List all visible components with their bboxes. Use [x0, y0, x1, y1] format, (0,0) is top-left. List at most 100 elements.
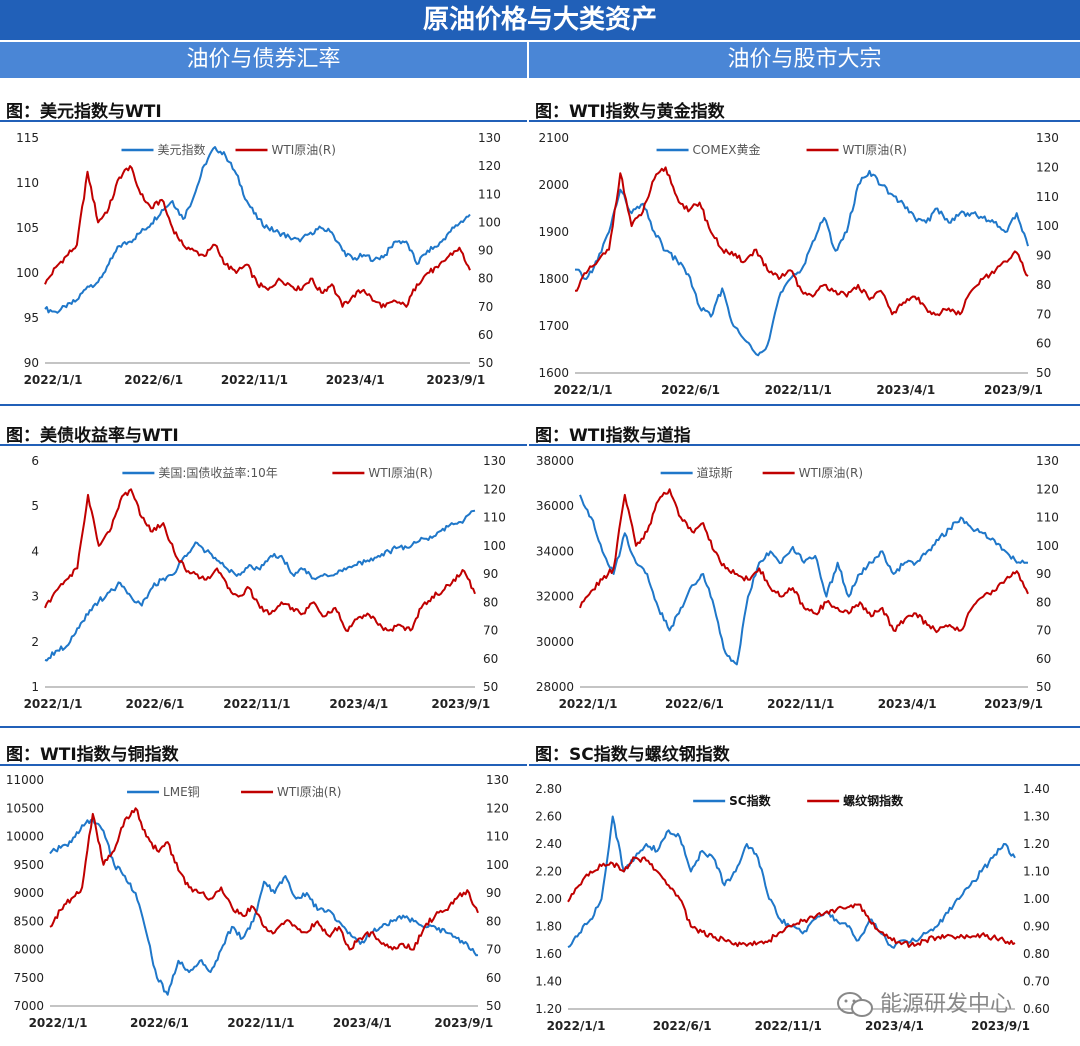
y-tick-label: 36000	[536, 499, 574, 513]
series-line	[567, 815, 1016, 949]
y-tick-label: 38000	[536, 454, 574, 468]
panel-divider	[529, 444, 1080, 446]
y-tick-label: 5	[31, 499, 39, 513]
x-tick-label: 2023/4/1	[326, 373, 385, 387]
y-tick-label: 8000	[13, 943, 44, 957]
y2-tick-label: 80	[483, 595, 498, 609]
x-tick-label: 2022/6/1	[124, 373, 183, 387]
panel-divider	[0, 120, 527, 122]
y2-tick-label: 50	[478, 356, 493, 370]
y2-tick-label: 80	[1036, 278, 1051, 292]
y-tick-label: 7500	[13, 971, 44, 985]
y2-tick-label: 130	[486, 773, 509, 787]
x-tick-label: 2023/9/1	[434, 1016, 493, 1030]
x-tick-label: 2022/1/1	[559, 697, 618, 711]
x-tick-label: 2022/11/1	[223, 697, 290, 711]
y-tick-label: 1900	[538, 225, 569, 239]
y2-tick-label: 50	[1036, 366, 1051, 380]
y2-tick-label: 0.80	[1023, 947, 1050, 961]
y2-tick-label: 120	[486, 801, 509, 815]
page-title: 原油价格与大类资产	[0, 0, 1080, 40]
x-tick-label: 2023/4/1	[878, 697, 937, 711]
chart-title-3: 图：美债收益率与WTI	[6, 426, 179, 446]
y-tick-label: 2.40	[535, 837, 562, 851]
x-tick-label: 2022/1/1	[24, 697, 83, 711]
y2-tick-label: 0.60	[1023, 1002, 1050, 1016]
y2-tick-label: 1.10	[1023, 865, 1050, 879]
legend-label: 螺纹钢指数	[843, 793, 904, 808]
y-tick-label: 3	[31, 590, 39, 604]
x-tick-label: 2022/6/1	[665, 697, 724, 711]
series-line	[567, 856, 1016, 948]
y-tick-label: 2	[31, 635, 39, 649]
chart-title-6: 图：SC指数与螺纹钢指数	[535, 745, 730, 765]
y2-tick-label: 110	[1036, 190, 1059, 204]
y-tick-label: 2.00	[535, 892, 562, 906]
y-tick-label: 1.40	[535, 975, 562, 989]
y-tick-label: 2100	[538, 131, 569, 145]
x-tick-label: 2022/11/1	[221, 373, 288, 387]
y-tick-label: 30000	[536, 635, 574, 649]
y2-tick-label: 70	[478, 300, 493, 314]
y2-tick-label: 70	[483, 624, 498, 638]
y-tick-label: 110	[16, 176, 39, 190]
y2-tick-label: 0.90	[1023, 920, 1050, 934]
y2-tick-label: 60	[1036, 337, 1051, 351]
y2-tick-label: 50	[486, 999, 501, 1013]
legend-label: LME铜	[163, 784, 200, 799]
legend-label: WTI原油(R)	[272, 143, 336, 157]
y-tick-label: 10000	[6, 830, 44, 844]
x-tick-label: 2022/11/1	[227, 1016, 294, 1030]
y-tick-label: 32000	[536, 590, 574, 604]
y-tick-label: 9500	[13, 858, 44, 872]
series-line	[44, 509, 476, 662]
watermark-text: 能源研发中心	[880, 992, 1013, 1017]
y-tick-label: 1800	[538, 272, 569, 286]
y-tick-label: 10500	[6, 801, 44, 815]
y2-tick-label: 100	[1036, 539, 1059, 553]
y-tick-label: 95	[24, 311, 39, 325]
y2-tick-label: 90	[1036, 249, 1051, 263]
y-tick-label: 1	[31, 680, 39, 694]
y-tick-label: 11000	[6, 773, 44, 787]
x-tick-label: 2022/6/1	[130, 1016, 189, 1030]
x-tick-label: 2023/9/1	[431, 697, 490, 711]
series-line	[49, 807, 479, 951]
y-tick-label: 7000	[13, 999, 44, 1013]
y2-tick-label: 130	[1036, 131, 1059, 145]
y-tick-label: 90	[24, 356, 39, 370]
y2-tick-label: 60	[486, 971, 501, 985]
y2-tick-label: 90	[486, 886, 501, 900]
y2-tick-label: 80	[478, 272, 493, 286]
x-tick-label: 2022/1/1	[547, 1019, 606, 1033]
y-tick-label: 2.20	[535, 865, 562, 879]
y2-tick-label: 70	[1036, 624, 1051, 638]
y2-tick-label: 80	[1036, 595, 1051, 609]
y2-tick-label: 100	[478, 215, 501, 229]
y2-tick-label: 120	[478, 159, 501, 173]
section-title-right: 油价与股市大宗	[529, 42, 1080, 78]
y-tick-label: 2.60	[535, 810, 562, 824]
chart-title-4: 图：WTI指数与道指	[535, 426, 691, 446]
chart-title-1: 图：美元指数与WTI	[6, 102, 162, 122]
x-tick-label: 2022/6/1	[653, 1019, 712, 1033]
panel-divider	[529, 764, 1080, 766]
chart-title-5: 图：WTI指数与铜指数	[6, 745, 179, 765]
panel-divider	[0, 444, 527, 446]
y-tick-label: 8500	[13, 914, 44, 928]
y2-tick-label: 120	[483, 482, 506, 496]
x-tick-label: 2022/11/1	[765, 383, 832, 397]
y-tick-label: 28000	[536, 680, 574, 694]
y-tick-label: 1700	[538, 319, 569, 333]
y2-tick-label: 100	[486, 858, 509, 872]
y-tick-label: 2.80	[535, 782, 562, 796]
series-line	[44, 488, 476, 633]
series-line	[44, 165, 471, 309]
y-tick-label: 1600	[538, 366, 569, 380]
x-tick-label: 2023/4/1	[876, 383, 935, 397]
y2-tick-label: 130	[1036, 454, 1059, 468]
y2-tick-label: 1.30	[1023, 810, 1050, 824]
legend-label: WTI原油(R)	[277, 785, 341, 799]
